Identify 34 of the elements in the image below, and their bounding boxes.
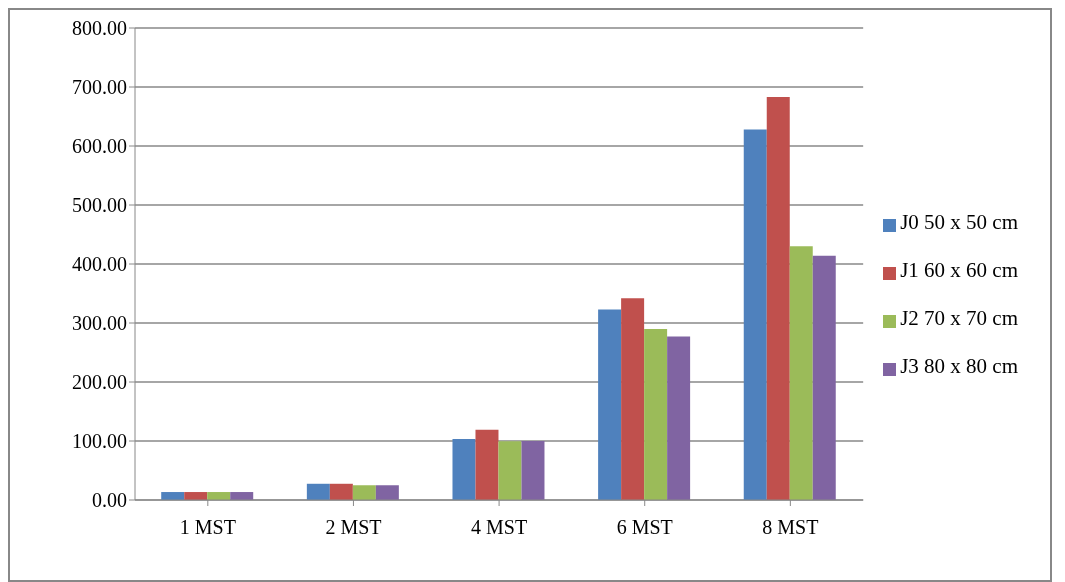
bar — [598, 309, 622, 500]
bar — [789, 246, 813, 500]
x-tick-label: 2 MST — [325, 516, 382, 539]
x-tick-label: 4 MST — [471, 516, 528, 539]
bar — [329, 483, 353, 500]
bar — [475, 429, 499, 500]
legend-label: J2 70 x 70 cm — [900, 306, 1018, 330]
bar — [498, 441, 522, 500]
y-tick-label: 0.00 — [92, 489, 127, 512]
x-tick-label: 8 MST — [762, 516, 819, 539]
bar — [812, 255, 836, 500]
legend-label: J3 80 x 80 cm — [900, 354, 1018, 378]
bar — [766, 97, 790, 500]
legend-label: J1 60 x 60 cm — [900, 258, 1018, 282]
y-tick-label: 100.00 — [72, 430, 127, 453]
bar — [667, 336, 691, 500]
bar — [375, 485, 399, 500]
y-tick-label: 700.00 — [72, 76, 127, 99]
bar — [743, 129, 767, 500]
bar — [352, 485, 376, 500]
x-tick-label: 1 MST — [179, 516, 236, 539]
bar — [644, 328, 668, 500]
y-tick-label: 600.00 — [72, 135, 127, 158]
bar — [452, 438, 476, 500]
legend-label: J0 50 x 50 cm — [900, 210, 1018, 234]
x-tick-label: 6 MST — [616, 516, 673, 539]
y-tick-label: 300.00 — [72, 312, 127, 335]
bar — [306, 483, 330, 500]
bar — [621, 298, 645, 500]
y-tick-label: 400.00 — [72, 253, 127, 276]
y-tick-label: 200.00 — [72, 371, 127, 394]
y-tick-label: 500.00 — [72, 194, 127, 217]
bar — [521, 441, 545, 500]
y-tick-label: 800.00 — [72, 17, 127, 40]
